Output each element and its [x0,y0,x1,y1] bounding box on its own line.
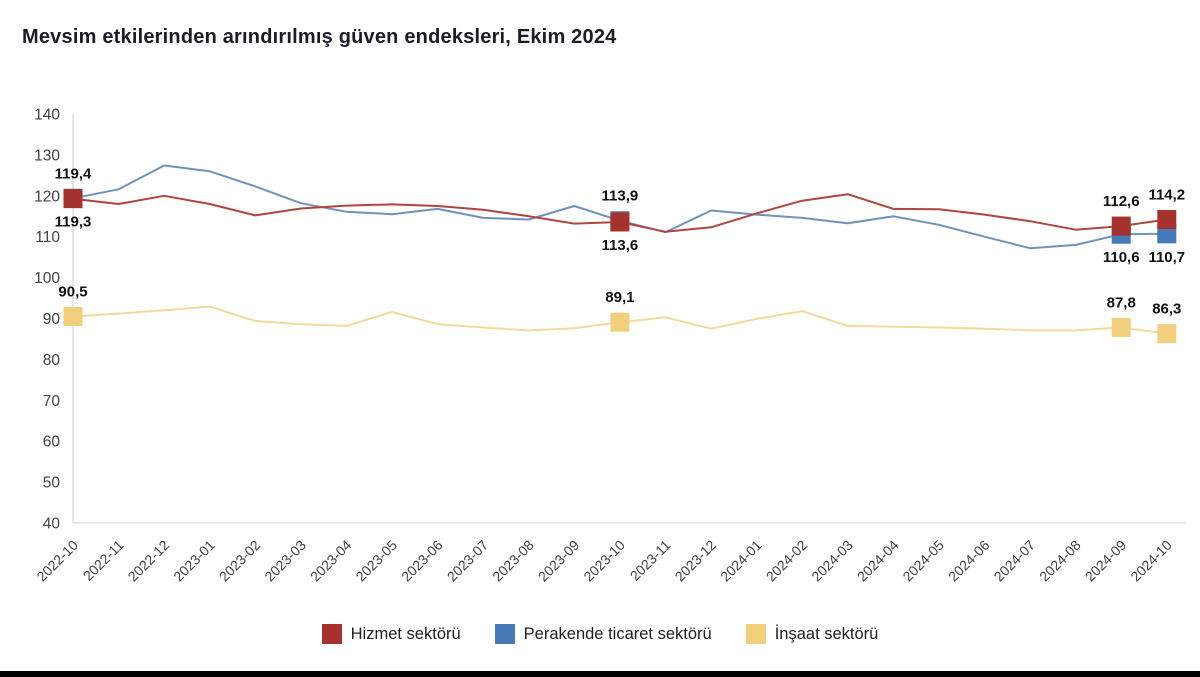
bottom-bar [0,671,1200,677]
data-point-label: 112,6 [1103,193,1140,210]
y-tick-label: 130 [34,147,60,164]
marker-insaat-2023-10 [610,312,630,332]
x-tick-label: 2024-06 [945,537,993,585]
y-tick-label: 120 [34,188,60,205]
legend-item-hizmet: Hizmet sektörü [321,624,461,644]
data-point-label: 113,9 [602,188,639,205]
chart-title: Mevsim etkilerinden arındırılmış güven e… [22,26,617,48]
data-point-label: 90,5 [58,283,87,300]
x-tick-label: 2023-10 [580,537,628,585]
legend-item-perakende: Perakende ticaret sektörü [494,624,712,644]
marker-insaat-2024-09 [1111,317,1131,337]
series-line-perakende [72,164,1168,250]
x-tick-label: 2024-07 [991,537,1039,585]
x-tick-label: 2022-11 [80,537,127,584]
x-tick-label: 2023-08 [489,537,537,585]
x-tick-label: 2023-12 [672,537,720,585]
legend-label-insaat: İnşaat sektörü [774,624,879,643]
x-tick-label: 2024-08 [1036,537,1084,585]
x-tick-label: 2023-07 [444,537,492,585]
data-point-label: 119,3 [55,214,92,231]
legend-swatch-insaat [745,624,766,644]
y-tick-label: 90 [43,311,61,328]
x-tick-label: 2024-10 [1127,537,1175,585]
legend-swatch-hizmet [321,624,342,644]
x-tick-label: 2023-11 [627,537,674,584]
x-tick-label: 2024-09 [1082,537,1130,585]
x-tick-label: 2023-06 [398,537,446,585]
marker-hizmet-2023-10 [610,212,630,232]
marker-hizmet-2024-09 [1111,216,1131,236]
data-point-label: 110,6 [1103,249,1140,266]
x-tick-label: 2024-01 [717,537,765,585]
data-point-label: 89,1 [605,289,634,306]
x-tick-label: 2023-04 [307,537,355,585]
x-tick-label: 2024-02 [763,537,811,585]
y-tick-label: 40 [43,516,61,533]
x-tick-label: 2022-10 [33,537,81,585]
x-tick-label: 2023-05 [352,537,400,585]
data-point-label: 119,4 [55,165,92,182]
marker-hizmet-2024-10 [1157,210,1177,230]
marker-perakende-2024-10 [1157,224,1177,244]
marker-insaat-2022-10 [63,306,83,326]
legend-item-insaat: İnşaat sektörü [745,624,879,644]
legend-swatch-perakende [494,624,515,644]
y-tick-label: 70 [43,393,61,410]
data-point-label: 87,8 [1107,294,1136,311]
marker-hizmet-2022-10 [63,189,83,209]
x-tick-label: 2023-03 [261,537,309,585]
x-tick-label: 2024-04 [854,537,902,585]
y-tick-label: 110 [35,229,60,246]
y-tick-label: 60 [43,434,61,451]
x-tick-label: 2024-03 [808,537,856,585]
y-tick-label: 140 [34,107,60,124]
x-tick-label: 2022-12 [125,537,173,585]
legend-label-hizmet: Hizmet sektörü [350,624,461,643]
data-point-label: 86,3 [1152,301,1181,318]
x-tick-label: 2023-01 [170,537,218,585]
x-tick-label: 2024-05 [899,537,947,585]
x-tick-label: 2023-02 [216,537,264,585]
x-tick-label: 2023-09 [535,537,583,585]
data-point-label: 110,7 [1148,249,1185,266]
marker-insaat-2024-10 [1157,324,1177,344]
data-point-label: 113,6 [602,237,639,254]
data-point-label: 114,2 [1148,187,1185,204]
chart-legend: Hizmet sektörü Perakende ticaret sektörü İ… [0,617,1200,651]
y-tick-label: 50 [43,475,61,492]
legend-label-perakende: Perakende ticaret sektörü [523,624,712,643]
y-tick-label: 100 [34,270,60,287]
y-tick-label: 80 [43,352,61,369]
